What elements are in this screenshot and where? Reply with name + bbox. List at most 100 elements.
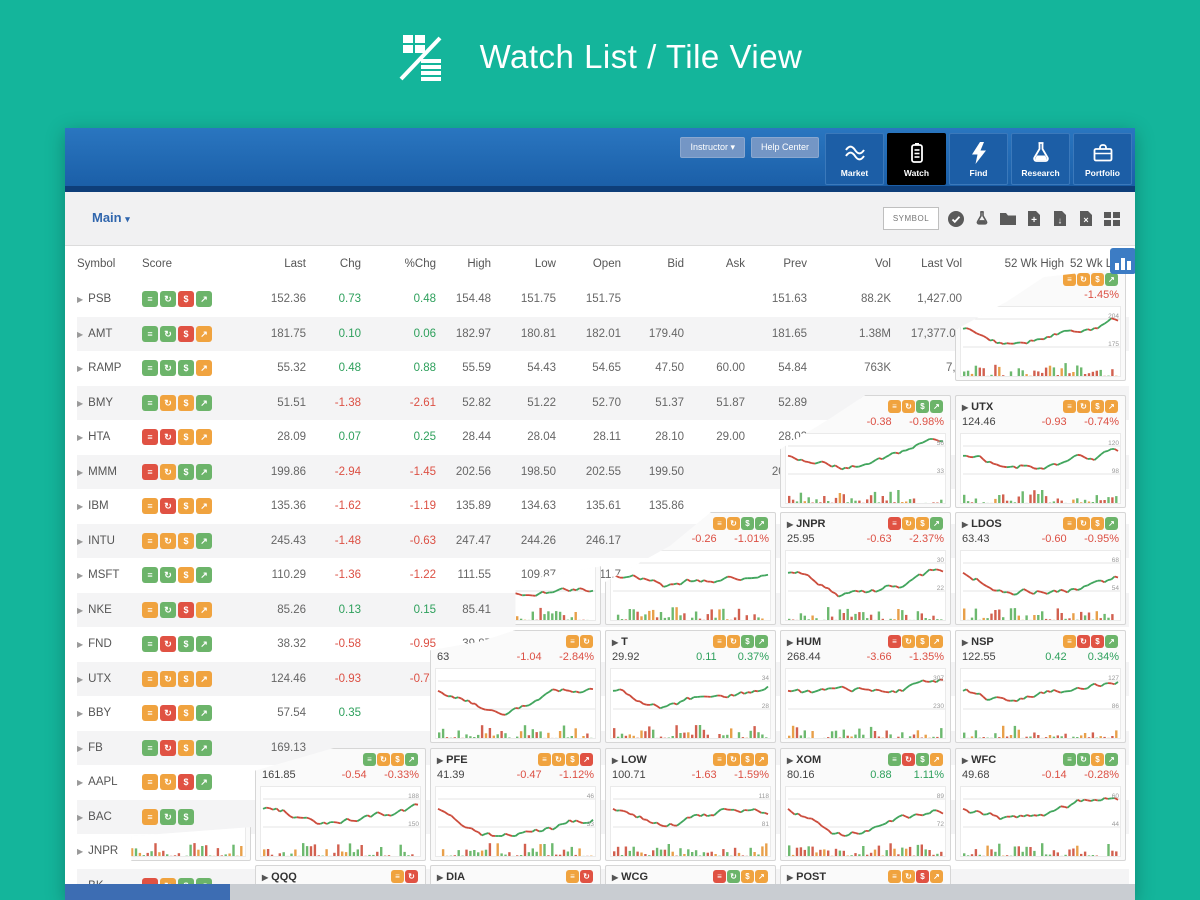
column-header-bid[interactable]: Bid	[667, 258, 684, 270]
expand-row-icon[interactable]: ▶	[77, 847, 84, 857]
table-row[interactable]: ▶ BAC ≡ ↻ $	[77, 799, 1129, 834]
expand-row-icon[interactable]: ▶	[77, 329, 84, 339]
expand-tile-icon[interactable]: ▶	[787, 519, 794, 529]
tile-symbol[interactable]: ▶ WFC	[962, 753, 997, 766]
column-header-prev[interactable]: Prev	[783, 258, 807, 270]
stock-tile-low[interactable]: ▶ LOW ≡ ↻ $ ↗ 100.71 -1.63 -1.59% 118 81	[605, 748, 776, 861]
file-export-icon[interactable]: ↓	[1050, 209, 1069, 228]
expand-tile-icon[interactable]: ▶	[787, 755, 794, 765]
stock-tile-partial[interactable]: ≡ ↻ $ ↗ -0.38 -0.98% 56 33	[780, 395, 951, 508]
expand-row-icon[interactable]: ▶	[77, 502, 84, 512]
stock-tile-partial[interactable]: ≡ ↻ 63 -1.04 -2.84%	[430, 630, 601, 743]
horizontal-scrollbar[interactable]	[65, 884, 1135, 900]
expand-row-icon[interactable]: ▶	[77, 433, 84, 443]
tile-symbol[interactable]: ▶ QQQ	[262, 870, 297, 883]
table-row[interactable]: ▶ AMT ≡ ↻ $ ↗ 181.75 0.10 0.06 182.97 180.81 182.01…	[77, 316, 1129, 351]
nav-tab-watch[interactable]: Watch	[887, 133, 946, 185]
symbol-cell[interactable]: ▶ BAC	[77, 810, 112, 823]
column-header-52-wk-high[interactable]: 52 Wk High	[1004, 258, 1064, 270]
expand-row-icon[interactable]: ▶	[77, 536, 84, 546]
tile-symbol[interactable]: ▶ WCG	[612, 870, 649, 883]
column-header--chg[interactable]: %Chg	[404, 258, 436, 270]
stock-tile-jnpr[interactable]: ▶ JNPR ≡ ↻ $ ↗ 25.95 -0.63 -2.37% 30 22	[780, 512, 951, 625]
column-header-open[interactable]: Open	[592, 258, 621, 270]
symbol-cell[interactable]: ▶ BMY	[77, 396, 114, 409]
column-header-symbol[interactable]: Symbol	[77, 258, 116, 270]
grid-view-icon[interactable]	[1102, 209, 1121, 228]
stock-tile-utx[interactable]: ▶ UTX ≡ ↻ $ ↗ 124.46 -0.93 -0.74% 120 98	[955, 395, 1126, 508]
expand-row-icon[interactable]: ▶	[77, 467, 84, 477]
table-row[interactable]: ▶ HTA ≡ ↻ $ ↗ 28.09 0.07 0.25 28.44 28.04 28.11 28.1…	[77, 420, 1129, 455]
column-header-last-vol[interactable]: Last Vol	[921, 258, 962, 270]
expand-tile-icon[interactable]: ▶	[437, 872, 444, 882]
table-row[interactable]: ▶ JNPR	[77, 834, 1129, 869]
expand-row-icon[interactable]: ▶	[77, 674, 84, 684]
expand-row-icon[interactable]: ▶	[77, 364, 84, 374]
table-row[interactable]: ▶ RAMP ≡ ↻ $ ↗ 55.32 0.48 0.88 55.59 54.43 54.65 47.…	[77, 351, 1129, 386]
nav-tab-market[interactable]: Market	[825, 133, 884, 185]
folder-icon[interactable]	[998, 209, 1017, 228]
expand-tile-icon[interactable]: ▶	[612, 637, 619, 647]
symbol-cell[interactable]: ▶ RAMP	[77, 362, 122, 375]
tile-symbol[interactable]: ▶ PFE	[437, 753, 468, 766]
column-header-high[interactable]: High	[467, 258, 491, 270]
column-header-vol[interactable]: Vol	[875, 258, 891, 270]
table-row[interactable]: ▶ IBM ≡ ↻ $ ↗ 135.36 -1.62 -1.19 135.89 134.63 135.…	[77, 489, 1129, 524]
nav-tab-find[interactable]: Find	[949, 133, 1008, 185]
file-remove-icon[interactable]: ×	[1076, 209, 1095, 228]
table-row[interactable]: ▶ BMY ≡ ↻ $ ↗ 51.51 -1.38 -2.61 52.82 51.22 52.70 51…	[77, 385, 1129, 420]
expand-row-icon[interactable]: ▶	[77, 743, 84, 753]
check-circle-icon[interactable]	[946, 209, 965, 228]
stock-tile-t[interactable]: ▶ T ≡ ↻ $ ↗ 29.92 0.11 0.37% 34 28	[605, 630, 776, 743]
expand-row-icon[interactable]: ▶	[77, 571, 84, 581]
expand-tile-icon[interactable]: ▶	[612, 755, 619, 765]
tile-symbol[interactable]: ▶ HUM	[787, 635, 822, 648]
expand-tile-icon[interactable]: ▶	[962, 637, 969, 647]
column-header-low[interactable]: Low	[534, 258, 556, 270]
expand-row-icon[interactable]: ▶	[77, 295, 84, 305]
instructor-menu-button[interactable]: Instructor ▾	[680, 137, 745, 158]
expand-row-icon[interactable]: ▶	[77, 778, 84, 788]
table-row[interactable]: ▶ PSB ≡ ↻ $ ↗ 152.36 0.73 0.48 154.48 151.75 151.75…	[77, 282, 1129, 317]
symbol-cell[interactable]: ▶ HTA	[77, 431, 111, 444]
tile-symbol[interactable]: ▶ POST	[787, 870, 827, 883]
symbol-cell[interactable]: ▶ MSFT	[77, 569, 120, 582]
symbol-cell[interactable]: ▶ FB	[77, 741, 103, 754]
stock-tile-ldos[interactable]: ▶ LDOS ≡ ↻ $ ↗ 63.43 -0.60 -0.95% 68 54	[955, 512, 1126, 625]
expand-tile-icon[interactable]: ▶	[787, 637, 794, 647]
tile-symbol[interactable]: ▶ T	[612, 635, 628, 648]
symbol-cell[interactable]: ▶ MMM	[77, 465, 117, 478]
symbol-cell[interactable]: ▶ AMT	[77, 327, 113, 340]
expand-row-icon[interactable]: ▶	[77, 605, 84, 615]
symbol-cell[interactable]: ▶ JNPR	[77, 845, 119, 858]
expand-row-icon[interactable]: ▶	[77, 812, 84, 822]
stock-tile-pfe[interactable]: ▶ PFE ≡ ↻ $ ↗ 41.39 -0.47 -1.12% 46 33	[430, 748, 601, 861]
expand-tile-icon[interactable]: ▶	[962, 402, 969, 412]
file-add-icon[interactable]: +	[1024, 209, 1043, 228]
flask-icon[interactable]	[972, 209, 991, 228]
expand-row-icon[interactable]: ▶	[77, 709, 84, 719]
scrollbar-thumb[interactable]	[65, 884, 230, 900]
tile-symbol[interactable]: ▶ LDOS	[962, 517, 1002, 530]
stock-tile-hum[interactable]: ▶ HUM ≡ ↻ $ ↗ 268.44 -3.66 -1.35% 307 230	[780, 630, 951, 743]
column-chart-toggle-icon[interactable]	[1110, 248, 1135, 274]
symbol-cell[interactable]: ▶ AAPL	[77, 776, 118, 789]
tile-symbol[interactable]: ▶ NSP	[962, 635, 994, 648]
tile-symbol[interactable]: ▶ XOM	[787, 753, 822, 766]
expand-tile-icon[interactable]: ▶	[962, 519, 969, 529]
expand-tile-icon[interactable]: ▶	[437, 755, 444, 765]
symbol-cell[interactable]: ▶ PSB	[77, 293, 112, 306]
stock-tile-partial[interactable]: ≡ ↻ $ ↗ -1.45% 204 175	[955, 268, 1126, 381]
table-row[interactable]: ▶ MSFT ≡ ↻ $ ↗ 110.29 -1.36 -1.22 111.55 109.87 111…	[77, 558, 1129, 593]
tile-symbol[interactable]: ▶ LOW	[612, 753, 647, 766]
symbol-cell[interactable]: ▶ UTX	[77, 672, 112, 685]
expand-tile-icon[interactable]: ▶	[612, 872, 619, 882]
expand-tile-icon[interactable]: ▶	[262, 872, 269, 882]
stock-tile-nsp[interactable]: ▶ NSP ≡ ↻ $ ↗ 122.55 0.42 0.34% 127 86	[955, 630, 1126, 743]
column-header-ask[interactable]: Ask	[725, 258, 745, 270]
expand-row-icon[interactable]: ▶	[77, 398, 84, 408]
table-row[interactable]: ▶ INTU ≡ ↻ $ ↗ 245.43 -1.48 -0.63 247.47 244.26 246…	[77, 523, 1129, 558]
symbol-cell[interactable]: ▶ BBY	[77, 707, 112, 720]
column-header-last[interactable]: Last	[284, 258, 306, 270]
